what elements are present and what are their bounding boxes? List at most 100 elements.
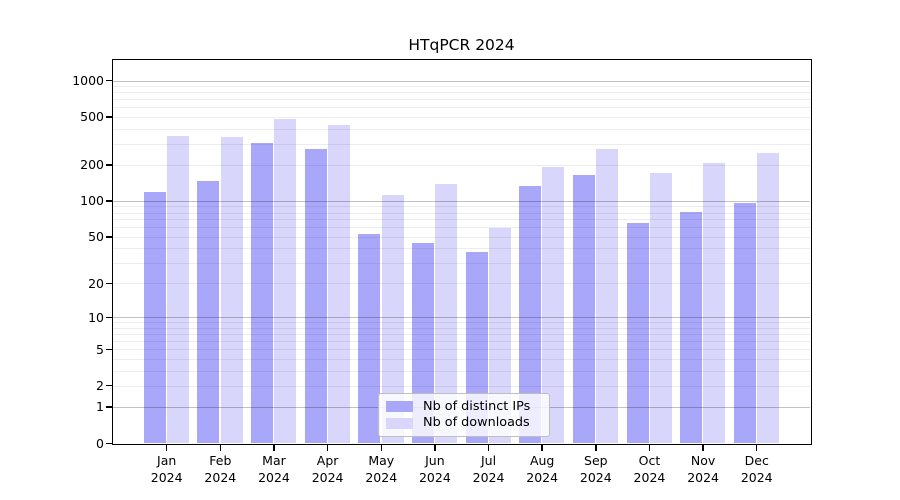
bar-distinct-ips-3 bbox=[304, 149, 327, 443]
x-tick-mark bbox=[273, 444, 275, 451]
y-axis-tick-label: 20 bbox=[88, 275, 104, 291]
y-axis-tick-label: 50 bbox=[88, 229, 104, 245]
bar-downloads-4 bbox=[381, 195, 404, 443]
y-axis-tick-label: 0 bbox=[96, 435, 104, 451]
x-tick-mark bbox=[702, 444, 704, 451]
gridline-minor bbox=[113, 358, 810, 360]
gridline-minor bbox=[113, 92, 810, 94]
legend: Nb of distinct IPs Nb of downloads bbox=[378, 393, 550, 437]
y-axis-tick-label: 1 bbox=[96, 399, 104, 415]
y-tick-mark bbox=[105, 164, 112, 166]
bar-distinct-ips-0 bbox=[143, 191, 166, 443]
month-label: May bbox=[368, 453, 395, 468]
year-label: 2024 bbox=[740, 469, 773, 485]
gridline-minor bbox=[113, 341, 810, 343]
year-label: 2024 bbox=[258, 469, 290, 485]
year-label: 2024 bbox=[687, 469, 719, 485]
y-tick-mark bbox=[105, 200, 112, 202]
bar-distinct-ips-11 bbox=[733, 202, 756, 443]
plot-area bbox=[113, 60, 810, 443]
x-tick-mark bbox=[487, 444, 490, 451]
month-label: Jul bbox=[480, 453, 497, 468]
gridline-minor bbox=[113, 164, 810, 166]
year-label: 2024 bbox=[150, 469, 183, 485]
gridline-minor bbox=[113, 99, 810, 101]
bar-downloads-8 bbox=[596, 148, 619, 443]
gridline-minor bbox=[113, 327, 810, 329]
bar-distinct-ips-1 bbox=[197, 180, 220, 443]
bar-downloads-7 bbox=[542, 167, 565, 443]
month-label: Feb bbox=[209, 453, 232, 468]
bar-distinct-ips-7 bbox=[519, 186, 542, 443]
y-axis-tick-label: 500 bbox=[80, 109, 104, 125]
month-label: Oct bbox=[638, 453, 661, 468]
gridline-minor bbox=[113, 116, 810, 118]
gridline-minor bbox=[113, 349, 810, 351]
x-axis-tick-label: Apr 2024 bbox=[288, 453, 368, 486]
legend-item-distinct-ips: Nb of distinct IPs bbox=[386, 398, 542, 414]
legend-item-downloads: Nb of downloads bbox=[386, 416, 542, 430]
gridline-minor bbox=[113, 128, 810, 130]
year-label: 2024 bbox=[579, 469, 612, 485]
y-tick-mark bbox=[105, 316, 112, 319]
y-axis-tick-label: 200 bbox=[80, 157, 104, 173]
x-tick-mark bbox=[541, 444, 543, 451]
x-axis-tick-label: Mar 2024 bbox=[234, 453, 314, 486]
gridline-minor bbox=[113, 236, 810, 238]
gridline-minor bbox=[113, 283, 810, 285]
x-axis-tick-label: Nov 2024 bbox=[663, 453, 743, 486]
x-tick-mark bbox=[219, 444, 222, 451]
y-axis-tick-label: 2 bbox=[96, 378, 104, 394]
bar-downloads-9 bbox=[649, 173, 672, 443]
legend-label-distinct-ips: Nb of distinct IPs bbox=[423, 398, 531, 414]
year-label: 2024 bbox=[472, 469, 505, 485]
gridline-major bbox=[113, 317, 810, 319]
x-tick-mark bbox=[756, 444, 758, 451]
x-tick-mark bbox=[595, 444, 597, 451]
x-tick-mark bbox=[434, 444, 436, 451]
x-axis-tick-label: Jan 2024 bbox=[127, 453, 207, 486]
x-axis-tick-label: Dec 2024 bbox=[717, 453, 797, 486]
bar-distinct-ips-8 bbox=[572, 174, 595, 443]
bar-distinct-ips-10 bbox=[680, 211, 703, 443]
x-tick-mark bbox=[326, 444, 329, 451]
month-label: Mar bbox=[262, 453, 286, 468]
year-label: 2024 bbox=[311, 469, 344, 485]
month-label: Aug bbox=[529, 453, 555, 468]
y-axis-tick-label: 100 bbox=[80, 193, 104, 209]
y-tick-mark bbox=[105, 116, 112, 118]
chart-title: HTqPCR 2024 bbox=[408, 36, 515, 54]
month-label: Nov bbox=[690, 453, 716, 468]
x-axis-tick-label: Aug 2024 bbox=[502, 453, 582, 486]
y-axis-tick-label: 1000 bbox=[72, 73, 104, 89]
x-tick-mark bbox=[380, 444, 382, 451]
y-tick-mark bbox=[105, 79, 112, 82]
month-label: Apr bbox=[316, 453, 339, 468]
bar-downloads-6 bbox=[488, 228, 511, 443]
y-tick-mark bbox=[105, 348, 112, 350]
bar-downloads-3 bbox=[327, 124, 350, 443]
y-tick-mark bbox=[105, 384, 112, 387]
gridline-minor bbox=[113, 322, 810, 324]
gridline-minor bbox=[113, 385, 810, 387]
bar-downloads-5 bbox=[435, 184, 458, 443]
y-tick-mark bbox=[105, 282, 112, 285]
year-label: 2024 bbox=[526, 469, 559, 485]
bar-downloads-10 bbox=[703, 163, 726, 443]
y-axis-tick-label: 10 bbox=[88, 309, 104, 325]
x-axis-tick-label: Feb 2024 bbox=[180, 453, 260, 486]
month-label: Dec bbox=[744, 453, 769, 468]
y-axis-tick-label: 5 bbox=[96, 341, 104, 357]
bar-distinct-ips-9 bbox=[626, 223, 649, 443]
gridline-minor bbox=[113, 107, 810, 109]
y-tick-mark bbox=[105, 442, 112, 444]
bar-downloads-2 bbox=[274, 119, 297, 443]
gridline-minor bbox=[113, 206, 810, 208]
year-label: 2024 bbox=[204, 469, 237, 485]
year-label: 2024 bbox=[633, 469, 666, 485]
x-axis-tick-label: May 2024 bbox=[341, 453, 421, 486]
gridline-minor bbox=[113, 262, 810, 264]
y-tick-mark bbox=[105, 236, 112, 238]
gridline-minor bbox=[113, 370, 810, 372]
y-tick-mark bbox=[105, 406, 112, 408]
